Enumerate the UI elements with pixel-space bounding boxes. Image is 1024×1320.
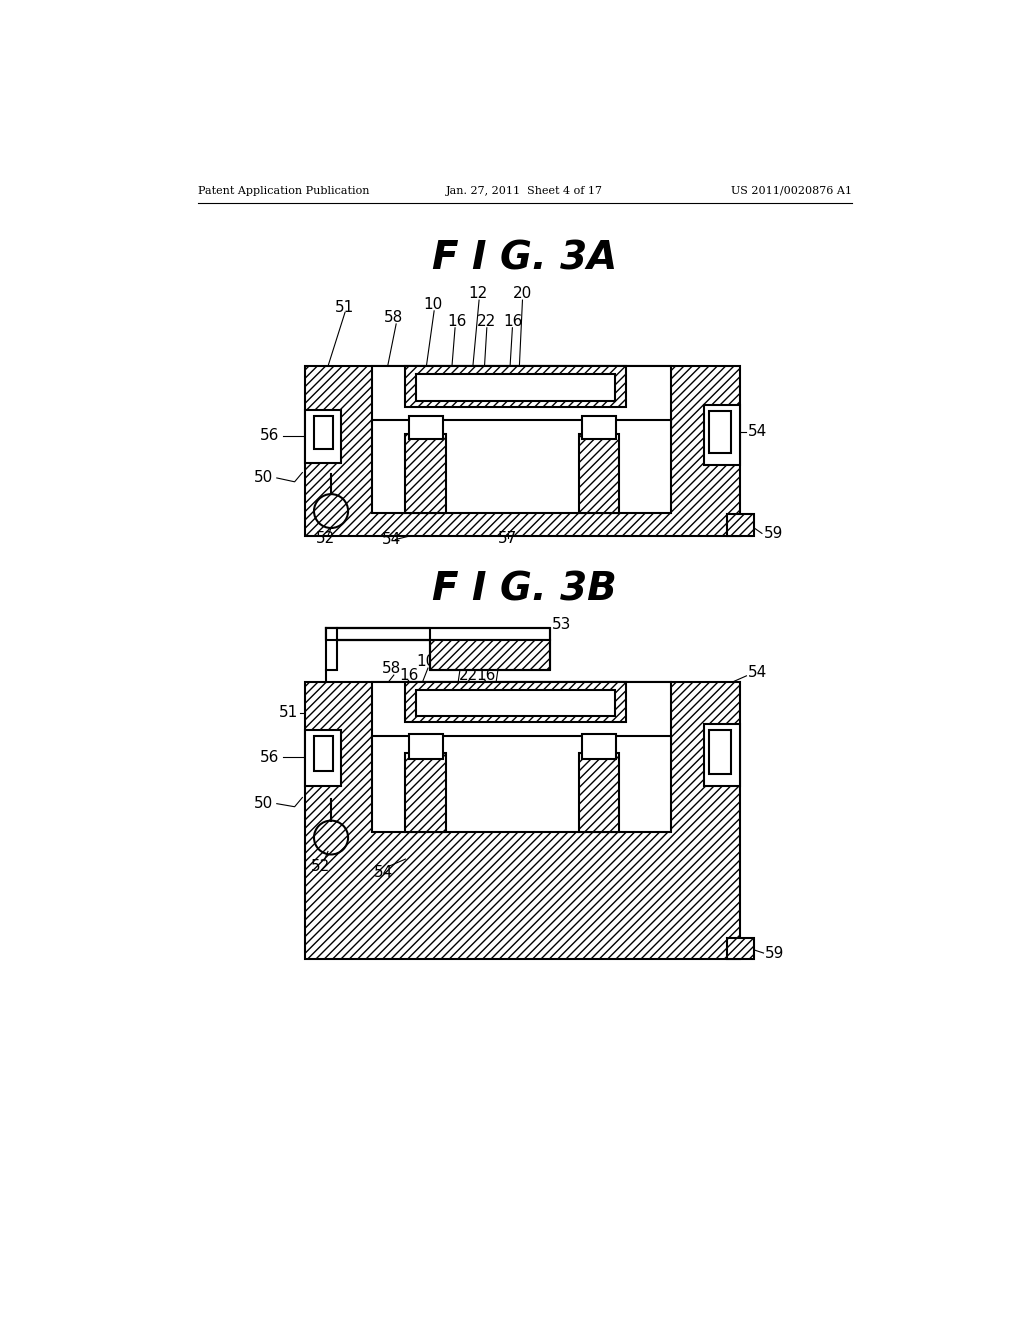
Bar	[579, 434, 620, 512]
Text: 56: 56	[260, 750, 280, 766]
Text: 20: 20	[488, 648, 508, 663]
Text: 12: 12	[451, 648, 469, 663]
Text: 56: 56	[260, 428, 280, 444]
Bar	[703, 405, 740, 465]
Bar	[417, 374, 614, 401]
Text: 16: 16	[476, 668, 496, 682]
Bar	[583, 734, 616, 759]
Bar	[406, 752, 445, 832]
Text: 52: 52	[310, 859, 330, 874]
Bar	[406, 434, 445, 512]
Text: 59: 59	[765, 945, 784, 961]
Bar	[305, 730, 341, 785]
Bar	[417, 689, 614, 715]
Bar	[710, 730, 731, 775]
Bar	[372, 682, 671, 742]
Bar	[727, 515, 755, 536]
Text: 16: 16	[399, 668, 419, 682]
Bar	[406, 367, 626, 407]
Text: 50: 50	[254, 470, 273, 486]
Text: 22: 22	[477, 314, 497, 329]
Bar	[305, 682, 740, 960]
Text: 22: 22	[460, 668, 478, 682]
Text: 51: 51	[280, 705, 299, 721]
Text: 12: 12	[468, 285, 487, 301]
Bar	[710, 411, 731, 453]
Bar	[314, 737, 334, 771]
Text: 52: 52	[316, 531, 335, 545]
Text: 16: 16	[504, 314, 523, 329]
Bar	[372, 737, 671, 832]
Text: F I G. 3B: F I G. 3B	[432, 570, 617, 609]
Bar	[305, 411, 341, 462]
Bar	[372, 367, 671, 424]
Text: 54: 54	[748, 665, 767, 680]
Bar	[327, 628, 550, 640]
Text: Patent Application Publication: Patent Application Publication	[198, 186, 370, 195]
Text: 58: 58	[384, 310, 403, 325]
Text: 54: 54	[748, 424, 767, 440]
Bar	[583, 416, 616, 440]
Text: 59: 59	[764, 525, 783, 541]
Text: 10: 10	[423, 297, 442, 313]
Text: F I G. 3A: F I G. 3A	[432, 239, 617, 277]
Bar	[372, 420, 671, 512]
Text: 16: 16	[446, 314, 466, 329]
Bar	[406, 682, 626, 722]
Text: 20: 20	[513, 285, 532, 301]
Text: 54: 54	[382, 532, 401, 546]
Text: 58: 58	[382, 661, 401, 676]
Bar	[314, 416, 334, 450]
Bar	[430, 640, 550, 671]
Bar	[727, 937, 755, 960]
Bar	[409, 734, 442, 759]
Bar	[579, 752, 620, 832]
Text: 10: 10	[416, 655, 435, 669]
Text: Jan. 27, 2011  Sheet 4 of 17: Jan. 27, 2011 Sheet 4 of 17	[446, 186, 603, 195]
Text: 57: 57	[498, 531, 517, 545]
Text: US 2011/0020876 A1: US 2011/0020876 A1	[731, 186, 852, 195]
Text: 51: 51	[336, 300, 354, 314]
Text: 53: 53	[552, 616, 571, 632]
Bar	[409, 416, 442, 440]
Text: 54: 54	[374, 866, 393, 880]
Bar	[703, 725, 740, 785]
Bar	[305, 367, 740, 536]
Bar	[327, 628, 337, 671]
Text: 50: 50	[254, 796, 273, 812]
